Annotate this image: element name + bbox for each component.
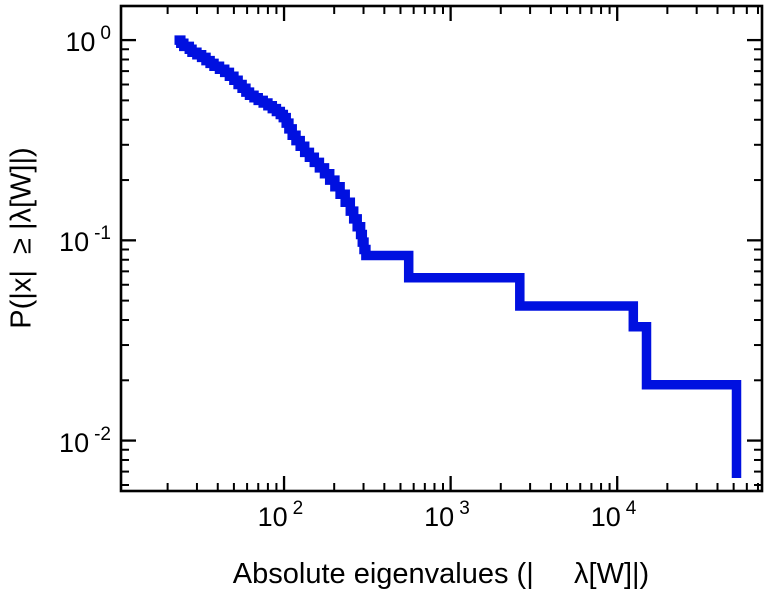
ccdf-step-line: [174, 35, 742, 478]
x-tick-label: 10 3: [424, 498, 470, 532]
y-axis-label: P(|x| ≥ |λ[W]|): [5, 147, 38, 329]
x-tick-label: 10 2: [257, 498, 304, 532]
y-tick-label: 10 -2: [59, 423, 111, 458]
y-tick-label: 10 0: [65, 23, 111, 58]
y-tick-label: 10 -1: [59, 223, 111, 258]
x-tick-label: 10 4: [590, 498, 637, 532]
x-axis-label: Absolute eigenvalues (| λ[W]|): [232, 558, 650, 590]
plot-frame: [119, 4, 764, 493]
